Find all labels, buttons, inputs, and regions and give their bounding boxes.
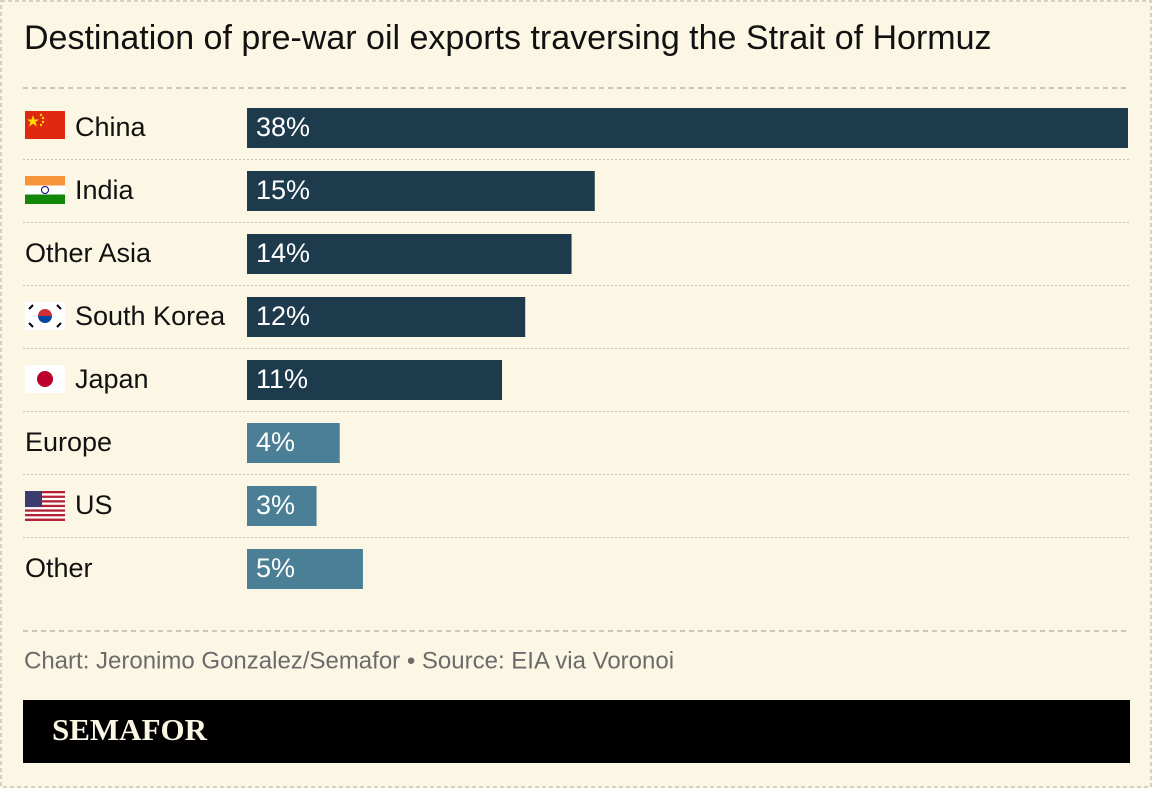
value-label: 4% [256,427,295,457]
value-label: 12% [256,301,310,331]
flag-japan [25,365,65,393]
category-label: Other [25,553,93,583]
source-note: Chart: Jeronimo Gonzalez/Semafor • Sourc… [24,647,674,674]
bar [247,297,526,337]
category-label: Other Asia [25,238,152,268]
category-label: India [75,175,135,205]
brand: SEMAFOR [52,712,208,747]
flag-us [25,491,65,521]
value-label: 5% [256,553,295,583]
bar [247,549,363,589]
chart-title: Destination of pre-war oil exports trave… [24,19,992,57]
bar [247,423,340,463]
value-label: 14% [256,238,310,268]
bar [247,360,503,400]
value-label: 11% [256,364,308,394]
flag-china [25,111,65,139]
category-label: Europe [25,427,112,457]
bar [247,486,317,526]
category-label: US [75,490,113,520]
category-label: China [75,112,147,142]
flag-india [25,176,65,204]
flag-south-korea [25,302,65,330]
category-label: South Korea [75,301,226,331]
bar [247,171,595,211]
value-label: 38% [256,112,310,142]
value-label: 3% [256,490,295,520]
value-label: 15% [256,175,310,205]
bar [247,108,1128,148]
bar [247,234,572,274]
brand-bar [23,700,1130,763]
category-label: Japan [75,364,149,394]
